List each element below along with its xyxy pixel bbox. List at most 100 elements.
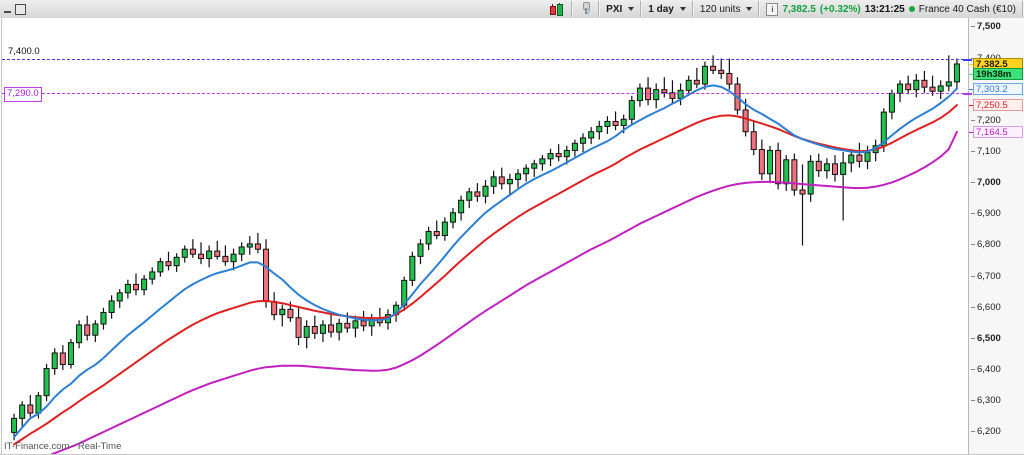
candle: [718, 58, 725, 79]
connected-dot-icon: [908, 6, 915, 12]
candle: [531, 159, 538, 177]
candle: [449, 208, 457, 229]
candle: [19, 401, 26, 428]
alert-line-purple[interactable]: [2, 92, 969, 94]
candle: [271, 292, 278, 321]
window-controls[interactable]: [0, 3, 26, 15]
candle: [84, 315, 91, 341]
axis-value-tag-timer[interactable]: 19h38m: [973, 68, 1023, 81]
candle-body: [645, 87, 652, 101]
candle: [661, 77, 668, 98]
candle-body: [35, 395, 42, 414]
candle-body: [27, 404, 34, 414]
candle: [189, 239, 196, 258]
candle-body: [612, 120, 619, 126]
candle-body: [913, 79, 920, 91]
candle: [815, 153, 822, 177]
candle: [303, 320, 310, 349]
candle-body: [466, 191, 473, 201]
candle: [726, 58, 733, 90]
candle: [490, 170, 497, 195]
ma-mid-line: [13, 104, 958, 446]
candle-body: [864, 152, 871, 162]
candle: [51, 348, 58, 375]
candle-body: [287, 308, 294, 319]
candle-body: [580, 137, 587, 144]
candle-body: [840, 162, 847, 175]
candle-body: [336, 322, 343, 333]
candle-body: [76, 324, 83, 344]
candle-body: [449, 212, 457, 223]
candle-body: [685, 79, 692, 91]
indicator-button[interactable]: ✓: [573, 0, 598, 18]
candle: [482, 180, 489, 204]
candle-body: [588, 131, 595, 139]
axis-tag-marker: [969, 105, 973, 107]
alert-axis-marker: [963, 92, 972, 95]
candle: [799, 164, 806, 246]
candle-body: [531, 163, 538, 169]
chart-type-button[interactable]: [543, 0, 571, 18]
axis-tick-label: 7,100: [977, 145, 1001, 157]
ma-slow-line: [47, 130, 958, 455]
alert-line-blue[interactable]: [2, 58, 969, 60]
candle: [612, 111, 619, 131]
symbol-selector[interactable]: PXI: [600, 0, 640, 18]
candle-body: [149, 271, 156, 280]
candle: [677, 83, 684, 106]
candlestick-svg: [11, 55, 960, 455]
candle-body: [433, 230, 440, 236]
candle: [27, 395, 34, 417]
axis-value-tag-ma1[interactable]: 7,303.2: [973, 82, 1023, 95]
alert-label-blue[interactable]: 7,400.0: [8, 45, 40, 57]
candle-body: [43, 368, 50, 397]
candle-body: [108, 300, 115, 313]
candle-body: [417, 243, 424, 257]
candle-body: [19, 404, 26, 419]
candle-body: [490, 176, 497, 187]
minimize-icon[interactable]: [4, 11, 11, 13]
candle-body: [409, 255, 416, 281]
candle: [328, 314, 335, 338]
candle: [466, 187, 473, 209]
chart-area[interactable]: 7,400.0 7,290.0 IT-Finance.com - Real-Tim…: [0, 18, 1024, 455]
candle: [888, 89, 895, 120]
candle: [100, 307, 107, 330]
candle-body: [141, 278, 148, 291]
info-icon[interactable]: i: [766, 2, 779, 16]
axis-value-tag-ma2[interactable]: 7,250.5: [973, 99, 1023, 112]
chevron-down-icon: [628, 7, 635, 11]
axis-value-tag-ma3[interactable]: 7,164.5: [973, 125, 1023, 138]
price-plot[interactable]: 7,400.0 7,290.0: [1, 18, 969, 455]
candle-body: [799, 189, 806, 195]
toolbar-separator: [598, 1, 601, 17]
candle: [580, 133, 587, 152]
axis-tag-marker: [969, 88, 973, 90]
candle-body: [831, 163, 839, 175]
axis-tick-label: 6,700: [977, 270, 1001, 282]
chevron-down-icon: [746, 7, 753, 11]
candle: [831, 155, 839, 182]
candle: [945, 55, 952, 92]
axis-tick-label: 6,600: [977, 301, 1001, 313]
candle: [141, 275, 148, 296]
candle-body: [921, 79, 928, 88]
units-selector[interactable]: 120 units: [694, 0, 759, 18]
candle-body: [620, 118, 627, 126]
candle: [181, 245, 188, 263]
candle: [295, 307, 302, 346]
price-axis[interactable]: 7,5007,4007,3007,2007,1007,0006,9006,800…: [963, 18, 1024, 455]
candle: [108, 295, 115, 319]
candle: [758, 139, 765, 181]
candle-body: [263, 248, 270, 303]
candle: [905, 75, 912, 95]
alert-label-purple[interactable]: 7,290.0: [4, 86, 42, 102]
timeframe-selector[interactable]: 1 day: [642, 0, 692, 18]
maximize-icon[interactable]: [15, 3, 26, 15]
candle: [555, 144, 562, 162]
candle-body: [246, 243, 253, 248]
candle: [43, 363, 50, 402]
candle: [124, 279, 131, 299]
candle-body: [701, 65, 708, 85]
